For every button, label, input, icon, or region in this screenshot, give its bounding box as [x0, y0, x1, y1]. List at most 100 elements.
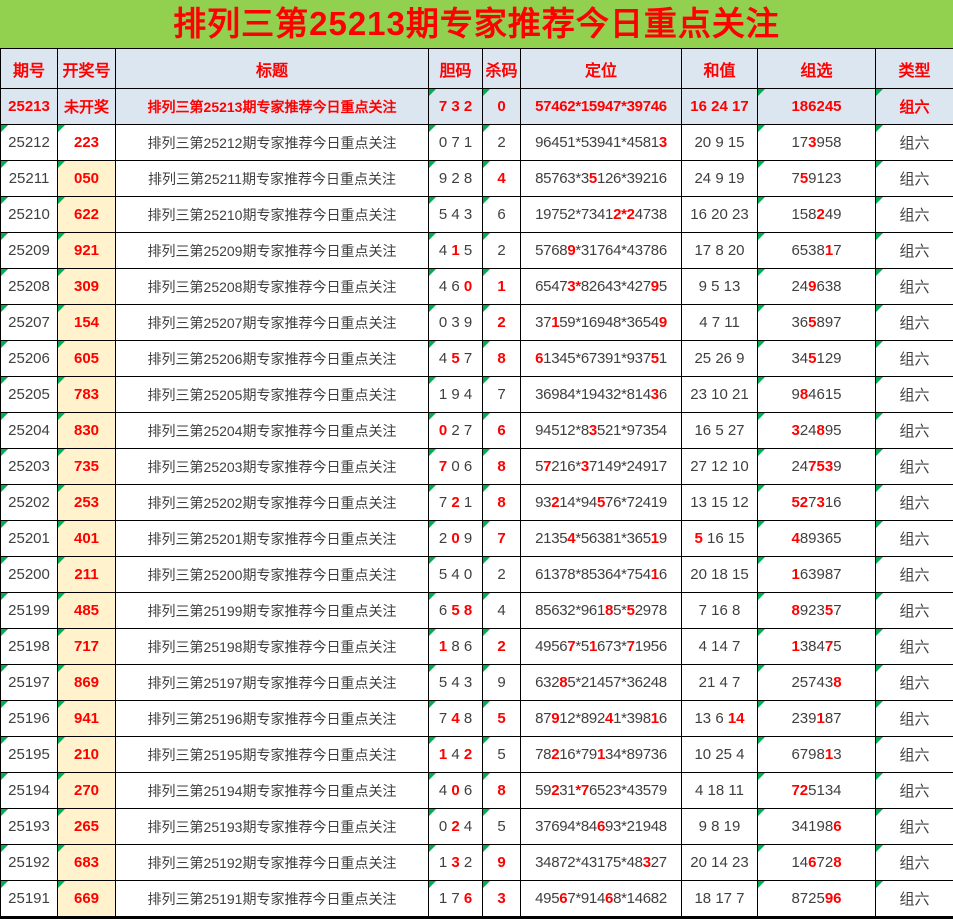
cell-ding[interactable]: 57689*31764*43786	[521, 233, 682, 269]
cell-draw[interactable]: 265	[58, 809, 116, 845]
cell-type[interactable]: 组六	[876, 485, 953, 521]
cell-title[interactable]: 排列三第25200期专家推荐今日重点关注	[116, 557, 429, 593]
cell-draw[interactable]: 253	[58, 485, 116, 521]
cell-title[interactable]: 排列三第25207期专家推荐今日重点关注	[116, 305, 429, 341]
cell-kill[interactable]: 6	[483, 197, 521, 233]
cell-period[interactable]: 25203	[1, 449, 58, 485]
col-header-title[interactable]: 标题	[116, 49, 429, 89]
cell-type[interactable]: 组六	[876, 233, 953, 269]
cell-dan[interactable]: 7 3 2	[429, 89, 483, 125]
cell-type[interactable]: 组六	[876, 161, 953, 197]
cell-draw[interactable]: 154	[58, 305, 116, 341]
cell-type[interactable]: 组六	[876, 377, 953, 413]
cell-group[interactable]: 341986	[758, 809, 876, 845]
cell-group[interactable]: 158249	[758, 197, 876, 233]
cell-group[interactable]: 489365	[758, 521, 876, 557]
cell-ding[interactable]: 96451*53941*45813	[521, 125, 682, 161]
cell-group[interactable]: 249638	[758, 269, 876, 305]
cell-period[interactable]: 25212	[1, 125, 58, 161]
cell-period[interactable]: 25191	[1, 881, 58, 918]
cell-draw[interactable]: 869	[58, 665, 116, 701]
cell-type[interactable]: 组六	[876, 665, 953, 701]
cell-dan[interactable]: 4 0 6	[429, 773, 483, 809]
cell-title[interactable]: 排列三第25198期专家推荐今日重点关注	[116, 629, 429, 665]
col-header-dan-code[interactable]: 胆码	[429, 49, 483, 89]
cell-dan[interactable]: 4 5 7	[429, 341, 483, 377]
cell-sum[interactable]: 9 8 19	[682, 809, 758, 845]
cell-ding[interactable]: 61345*67391*93751	[521, 341, 682, 377]
cell-ding[interactable]: 94512*83521*97354	[521, 413, 682, 449]
cell-dan[interactable]: 0 2 4	[429, 809, 483, 845]
cell-group[interactable]: 725134	[758, 773, 876, 809]
cell-title[interactable]: 排列三第25206期专家推荐今日重点关注	[116, 341, 429, 377]
cell-group[interactable]: 653817	[758, 233, 876, 269]
cell-dan[interactable]: 5 4 3	[429, 197, 483, 233]
col-header-sum-value[interactable]: 和值	[682, 49, 758, 89]
cell-draw[interactable]: 270	[58, 773, 116, 809]
cell-draw[interactable]: 683	[58, 845, 116, 881]
cell-sum[interactable]: 20 18 15	[682, 557, 758, 593]
cell-period[interactable]: 25200	[1, 557, 58, 593]
cell-ding[interactable]: 61378*85364*75416	[521, 557, 682, 593]
cell-draw[interactable]: 223	[58, 125, 116, 161]
cell-title[interactable]: 排列三第25201期专家推荐今日重点关注	[116, 521, 429, 557]
cell-draw[interactable]: 211	[58, 557, 116, 593]
cell-type[interactable]: 组六	[876, 701, 953, 737]
col-header-kill-code[interactable]: 杀码	[483, 49, 521, 89]
cell-ding[interactable]: 37159*16948*36549	[521, 305, 682, 341]
cell-kill[interactable]: 8	[483, 341, 521, 377]
cell-group[interactable]: 239187	[758, 701, 876, 737]
cell-ding[interactable]: 21354*56381*36519	[521, 521, 682, 557]
cell-title[interactable]: 排列三第25191期专家推荐今日重点关注	[116, 881, 429, 918]
cell-sum[interactable]: 21 4 7	[682, 665, 758, 701]
cell-title[interactable]: 排列三第25193期专家推荐今日重点关注	[116, 809, 429, 845]
cell-dan[interactable]: 0 7 1	[429, 125, 483, 161]
cell-ding[interactable]: 57462*15947*39746	[521, 89, 682, 125]
cell-period[interactable]: 25196	[1, 701, 58, 737]
cell-ding[interactable]: 49567*91468*14682	[521, 881, 682, 918]
cell-draw[interactable]: 未开奖	[58, 89, 116, 125]
cell-group[interactable]: 146728	[758, 845, 876, 881]
cell-type[interactable]: 组六	[876, 557, 953, 593]
cell-period[interactable]: 25195	[1, 737, 58, 773]
cell-kill[interactable]: 2	[483, 305, 521, 341]
cell-title[interactable]: 排列三第25212期专家推荐今日重点关注	[116, 125, 429, 161]
col-header-period[interactable]: 期号	[1, 49, 58, 89]
cell-dan[interactable]: 2 0 9	[429, 521, 483, 557]
cell-ding[interactable]: 59231*76523*43579	[521, 773, 682, 809]
cell-group[interactable]: 872596	[758, 881, 876, 918]
cell-sum[interactable]: 27 12 10	[682, 449, 758, 485]
cell-period[interactable]: 25209	[1, 233, 58, 269]
cell-period[interactable]: 25208	[1, 269, 58, 305]
cell-period[interactable]: 25210	[1, 197, 58, 233]
cell-sum[interactable]: 16 24 17	[682, 89, 758, 125]
cell-type[interactable]: 组六	[876, 413, 953, 449]
cell-type[interactable]: 组六	[876, 269, 953, 305]
cell-dan[interactable]: 4 1 5	[429, 233, 483, 269]
cell-kill[interactable]: 8	[483, 773, 521, 809]
cell-sum[interactable]: 9 5 13	[682, 269, 758, 305]
cell-type[interactable]: 组六	[876, 89, 953, 125]
cell-sum[interactable]: 13 6 14	[682, 701, 758, 737]
cell-kill[interactable]: 8	[483, 485, 521, 521]
cell-dan[interactable]: 5 4 0	[429, 557, 483, 593]
cell-draw[interactable]: 622	[58, 197, 116, 233]
cell-dan[interactable]: 7 2 1	[429, 485, 483, 521]
cell-ding[interactable]: 65473*82643*42795	[521, 269, 682, 305]
cell-type[interactable]: 组六	[876, 197, 953, 233]
cell-sum[interactable]: 4 14 7	[682, 629, 758, 665]
cell-group[interactable]: 679813	[758, 737, 876, 773]
cell-period[interactable]: 25205	[1, 377, 58, 413]
cell-group[interactable]: 892357	[758, 593, 876, 629]
cell-group[interactable]: 257438	[758, 665, 876, 701]
cell-kill[interactable]: 7	[483, 521, 521, 557]
cell-title[interactable]: 排列三第25199期专家推荐今日重点关注	[116, 593, 429, 629]
cell-group[interactable]: 324895	[758, 413, 876, 449]
cell-kill[interactable]: 8	[483, 449, 521, 485]
cell-draw[interactable]: 401	[58, 521, 116, 557]
cell-dan[interactable]: 9 2 8	[429, 161, 483, 197]
cell-group[interactable]: 186245	[758, 89, 876, 125]
cell-dan[interactable]: 7 0 6	[429, 449, 483, 485]
cell-period[interactable]: 25194	[1, 773, 58, 809]
cell-type[interactable]: 组六	[876, 593, 953, 629]
